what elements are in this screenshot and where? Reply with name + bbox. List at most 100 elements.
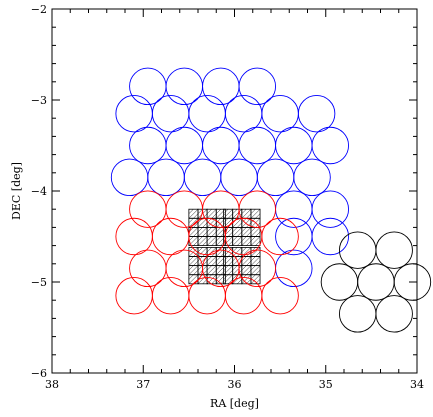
ccd-hatch: [223, 274, 233, 284]
ccd-hatch: [206, 236, 212, 242]
ccd-hatch: [250, 274, 256, 280]
ccd-hatch: [193, 260, 199, 266]
ccd-hatch: [232, 218, 242, 228]
ccd-hatch: [255, 240, 261, 246]
ccd-hatch: [250, 256, 256, 262]
pointing-circle-series-0: [224, 94, 263, 133]
ccd-hatch: [223, 274, 229, 280]
ccd-hatch: [193, 270, 199, 275]
ccd-hatch: [223, 247, 229, 253]
ccd-hatch: [241, 227, 252, 237]
ccd-hatch: [232, 247, 242, 257]
ccd-hatch: [216, 274, 221, 280]
pointing-circle-series-0: [129, 67, 167, 106]
ccd-hatch: [211, 222, 217, 228]
ccd-hatch: [188, 247, 199, 257]
ccd-hatch: [255, 260, 261, 266]
pointing-circle-series-0: [261, 94, 299, 133]
ccd-hatch: [227, 231, 233, 237]
ccd-hatch: [188, 265, 194, 271]
ccd-hatch: [188, 218, 199, 228]
pointing-circle-series-1: [202, 249, 240, 288]
ccd-hatch: [216, 209, 221, 214]
ccd-hatch: [188, 274, 199, 284]
ccd-hatch: [255, 270, 261, 275]
ccd-hatch: [250, 227, 256, 233]
ccd-hatch: [237, 279, 242, 284]
pointing-circle-series-0: [238, 67, 277, 106]
ccd-hatch: [188, 209, 199, 219]
x-tick-label: 36: [228, 378, 242, 391]
ccd-hatch: [216, 265, 221, 271]
ccd-hatch: [246, 270, 252, 275]
pointing-circle-series-0: [275, 217, 313, 256]
ccd-hatch: [216, 218, 226, 228]
pointing-circle-series-2: [338, 295, 377, 333]
axes: [51, 8, 418, 374]
ccd-hatch: [241, 265, 247, 271]
ccd-hatch: [211, 240, 217, 246]
ccd-hatch: [211, 260, 217, 266]
ccd-footprints: [188, 208, 261, 285]
pointing-circle-series-1: [151, 217, 190, 256]
x-tick-label: 38: [45, 378, 59, 391]
ccd-hatch: [188, 218, 194, 224]
ccd-hatch: [220, 213, 226, 219]
pointing-circle-series-2: [338, 231, 377, 269]
ccd-hatch: [250, 265, 261, 275]
ccd-hatch: [223, 265, 229, 271]
ccd-hatch: [241, 236, 252, 246]
ccd-hatch: [216, 209, 226, 219]
ccd-hatch: [227, 213, 233, 219]
ccd-hatch: [197, 227, 208, 237]
ccd-hatch: [197, 274, 208, 284]
ccd-hatch: [197, 247, 208, 257]
x-tick-label: 34: [410, 378, 424, 391]
ticks: 38 37 36 35 34 −6 −5 −4 −3 −2: [31, 3, 424, 391]
ccd-hatch: [255, 251, 261, 257]
ccd-hatch: [197, 265, 203, 271]
ccd-hatch: [202, 231, 208, 237]
pointing-circle-series-0: [202, 126, 240, 165]
ccd-hatch: [223, 209, 233, 219]
ccd-hatch: [237, 240, 242, 246]
ccd-hatch: [220, 222, 226, 228]
pointing-circle-series-0: [165, 126, 204, 165]
ccd-hatch: [216, 247, 221, 253]
ccd-hatch: [216, 236, 221, 242]
ccd-hatch: [223, 218, 229, 224]
pointing-circle-series-2: [393, 263, 432, 301]
ccd-hatch: [246, 260, 252, 266]
ccd-hatch: [227, 260, 233, 266]
pointing-circle-series-0: [129, 126, 167, 165]
ccd-hatch: [216, 227, 221, 233]
ccd-hatch: [246, 231, 252, 237]
ccd-hatch: [220, 270, 226, 275]
ccd-hatch: [255, 213, 261, 219]
ccd-hatch: [255, 279, 261, 284]
ccd-hatch: [206, 209, 212, 214]
ccd-hatch: [188, 256, 199, 266]
ccd-hatch: [211, 270, 217, 275]
ccd-hatch: [255, 231, 261, 237]
pointing-circle-series-0: [311, 217, 350, 256]
y-tick-label: −3: [31, 94, 47, 107]
pointing-circle-series-2: [357, 263, 395, 301]
ccd-hatch: [241, 256, 252, 266]
ccd-hatch: [206, 265, 212, 271]
ccd-hatch: [223, 256, 233, 266]
pointing-circle-series-1: [165, 249, 204, 288]
ccd-hatch: [250, 209, 261, 219]
ccd-hatch: [227, 251, 233, 257]
pointing-circle-series-2: [375, 231, 413, 269]
pointing-circle-series-0: [165, 67, 204, 106]
ccd-hatch: [220, 251, 226, 257]
x-axis-label: RA [deg]: [210, 397, 259, 410]
pointing-circle-series-0: [311, 190, 350, 228]
ccd-hatch: [206, 247, 212, 253]
ccd-hatch: [250, 209, 256, 214]
ccd-hatch: [216, 256, 226, 266]
ccd-hatch: [246, 240, 252, 246]
ccd-hatch: [197, 247, 203, 253]
